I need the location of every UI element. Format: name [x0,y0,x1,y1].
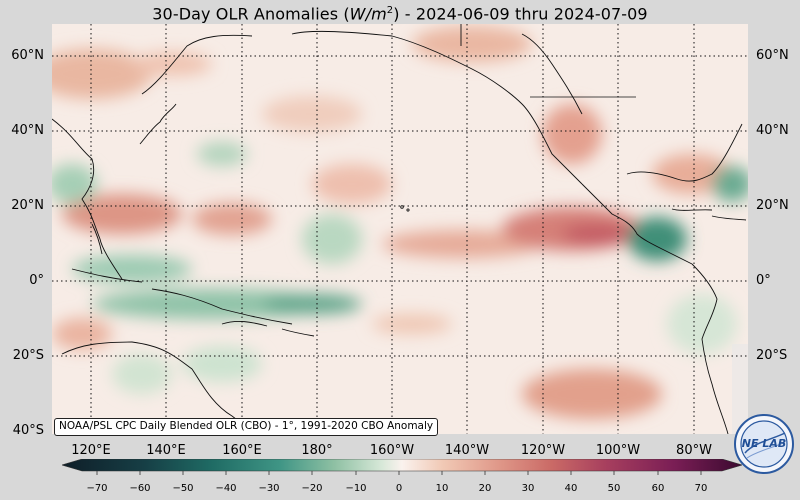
lat-label-eq-left: 0° [29,273,44,288]
colorbar-tick: −10 [345,483,367,494]
colorbar-tick: 70 [694,483,708,494]
lon-label-180: 180° [301,443,333,458]
colorbar-tick: 10 [435,483,449,494]
lat-label-60n-right: 60°N [756,48,789,63]
graticule [52,24,748,434]
lon-label-120w: 120°W [520,443,566,458]
lat-label-20n-right: 20°N [756,198,789,213]
colorbar-tick: −30 [258,483,280,494]
lon-label-80w: 80°W [676,443,712,458]
lat-label-20n-left: 20°N [11,198,44,213]
colorbar-bar [60,458,744,475]
colorbar: −70 −60 −50 −40 −30 −20 −10 0 10 20 30 4… [60,458,744,499]
lon-label-140e: 140°E [146,443,186,458]
lat-label-20s-left: 20°S [12,348,44,363]
coastlines [52,24,747,434]
colorbar-tick: −70 [86,483,108,494]
lat-label-40n-left: 40°N [11,123,44,138]
map-title: 30-Day OLR Anomalies (W/m2) - 2024-06-09… [152,4,648,24]
lat-label-60n-left: 60°N [11,48,44,63]
colorbar-tick: 40 [564,483,578,494]
lat-label-40n-right: 40°N [756,123,789,138]
lon-label-160w: 160°W [369,443,415,458]
lon-label-100w: 100°W [595,443,641,458]
lab-logo: NE LAB [733,413,795,475]
lat-label-40s-left: 40°S [12,423,44,438]
colorbar-tick: −50 [172,483,194,494]
logo-text: NE LAB [742,437,786,450]
lon-label-160e: 160°E [222,443,262,458]
lat-label-20s-right: 20°S [756,348,788,363]
colorbar-tick: −20 [301,483,323,494]
colorbar-tick: −60 [129,483,151,494]
colorbar-tick: 30 [521,483,535,494]
colorbar-tick: −40 [215,483,237,494]
colorbar-tick: 20 [478,483,492,494]
colorbar-tick: 0 [395,483,403,494]
colorbar-tick: 50 [607,483,621,494]
source-note: NOAA/PSL CPC Daily Blended OLR (CBO) - 1… [54,418,439,436]
olr-anomaly-map [52,24,748,434]
lon-label-120e: 120°E [71,443,111,458]
lat-label-eq-right: 0° [756,273,771,288]
lon-label-140w: 140°W [444,443,490,458]
colorbar-tick: 60 [651,483,665,494]
